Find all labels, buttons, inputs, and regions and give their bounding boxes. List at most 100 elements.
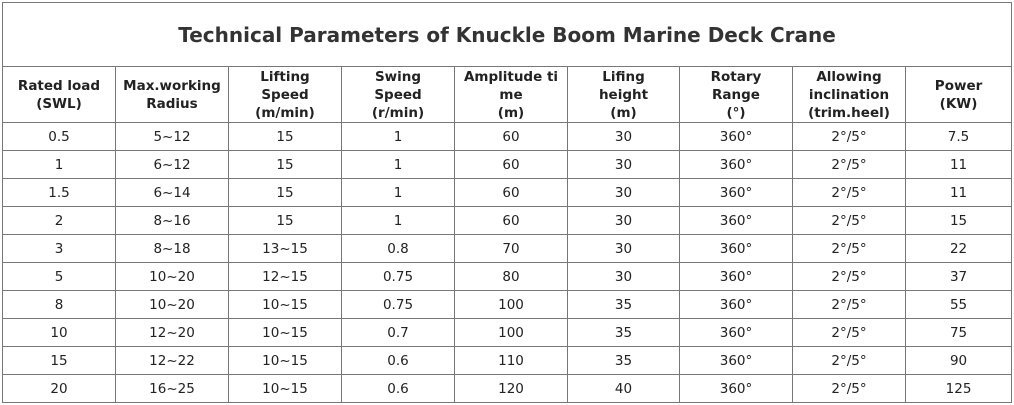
table-cell: 1	[341, 206, 455, 235]
column-header-line: Speed	[374, 86, 422, 103]
column-header-line: (KW)	[939, 95, 978, 112]
table-cell: 7.5	[904, 122, 1013, 151]
table-cell: 125	[904, 374, 1013, 403]
table-cell: 5~12	[115, 122, 229, 151]
table-cell: 10~15	[228, 290, 342, 319]
column-header-line: Speed	[261, 86, 309, 103]
table-cell: 360°	[679, 122, 793, 151]
table-cell: 15	[228, 122, 342, 151]
column-header: Swing Speed (r/min)	[341, 66, 455, 123]
table-cell: 100	[454, 318, 568, 347]
table-cell: 90	[904, 346, 1013, 375]
table-cell: 360°	[679, 346, 793, 375]
column-header: Amplitude ti me (m)	[454, 66, 568, 123]
table-row: 2 8~16 15 1 60 30 360° 2°/5° 15	[2, 206, 1013, 235]
column-header-line: Power	[934, 77, 983, 94]
table-cell: 2°/5°	[792, 206, 906, 235]
table-cell: 15	[228, 178, 342, 207]
column-header: Power (KW)	[904, 66, 1013, 123]
column-header-line: Range	[712, 86, 760, 103]
table-cell: 60	[454, 150, 568, 179]
table-cell: 360°	[679, 262, 793, 291]
table-cell: 60	[454, 206, 568, 235]
column-header-line: me	[499, 86, 523, 103]
table-cell: 70	[454, 234, 568, 263]
table-cell: 0.8	[341, 234, 455, 263]
table-cell: 0.7	[341, 318, 455, 347]
column-header-line: (r/min)	[371, 104, 425, 121]
table-cell: 30	[567, 206, 680, 235]
table-cell: 10	[2, 318, 116, 347]
column-header-line: Max.working	[123, 77, 221, 94]
table-cell: 11	[904, 150, 1013, 179]
table-cell: 16~25	[115, 374, 229, 403]
table-cell: 360°	[679, 178, 793, 207]
table-cell: 100	[454, 290, 568, 319]
table-cell: 0.75	[341, 290, 455, 319]
table-cell: 6~12	[115, 150, 229, 179]
table-cell: 360°	[679, 318, 793, 347]
column-header-line: Amplitude ti	[463, 68, 559, 85]
column-header: Max.working Radius	[115, 66, 229, 123]
column-header: Rated load (SWL)	[2, 66, 116, 123]
table-cell: 2°/5°	[792, 178, 906, 207]
table-cell: 55	[904, 290, 1013, 319]
table-cell: 360°	[679, 206, 793, 235]
table-cell: 30	[567, 122, 680, 151]
table-cell: 360°	[679, 290, 793, 319]
column-header-line: (m/min)	[255, 104, 315, 121]
table-cell: 1	[341, 178, 455, 207]
column-header: Allowing inclination (trim.heel)	[792, 66, 906, 123]
table-cell: 2°/5°	[792, 262, 906, 291]
column-header-line: Lifing	[602, 68, 645, 85]
table-cell: 15	[904, 206, 1013, 235]
table-row: 1 6~12 15 1 60 30 360° 2°/5° 11	[2, 150, 1013, 179]
table-row: 1.5 6~14 15 1 60 30 360° 2°/5° 11	[2, 178, 1013, 207]
column-header: Lifting Speed (m/min)	[228, 66, 342, 123]
table-cell: 13~15	[228, 234, 342, 263]
column-header-line: Swing	[374, 68, 422, 85]
column-header-line: (trim.heel)	[808, 104, 890, 121]
table-row: 15 12~22 10~15 0.6 110 35 360° 2°/5° 90	[2, 346, 1013, 375]
column-header-line: Allowing	[816, 68, 882, 85]
table-cell: 10~15	[228, 318, 342, 347]
table-cell: 10~20	[115, 262, 229, 291]
table-cell: 8~18	[115, 234, 229, 263]
table-cell: 15	[228, 150, 342, 179]
table-cell: 35	[567, 290, 680, 319]
table-cell: 35	[567, 346, 680, 375]
table-title: Technical Parameters of Knuckle Boom Mar…	[1, 2, 1013, 67]
table-cell: 20	[2, 374, 116, 403]
column-header-line: (m)	[610, 104, 637, 121]
table-cell: 10~20	[115, 290, 229, 319]
table-cell: 80	[454, 262, 568, 291]
table-cell: 10~15	[228, 374, 342, 403]
column-header-line: Radius	[146, 95, 198, 112]
table-row: 8 10~20 10~15 0.75 100 35 360° 2°/5° 55	[2, 290, 1013, 319]
table-cell: 3	[2, 234, 116, 263]
table-cell: 60	[454, 178, 568, 207]
table-cell: 8	[2, 290, 116, 319]
table-cell: 2°/5°	[792, 374, 906, 403]
column-header: Lifing height (m)	[567, 66, 680, 123]
table-cell: 1	[341, 150, 455, 179]
table-cell: 1	[2, 150, 116, 179]
table-cell: 30	[567, 178, 680, 207]
table-cell: 37	[904, 262, 1013, 291]
column-header-line: Rotary	[710, 68, 762, 85]
table-row: 5 10~20 12~15 0.75 80 30 360° 2°/5° 37	[2, 262, 1013, 291]
table-cell: 1	[341, 122, 455, 151]
table-cell: 22	[904, 234, 1013, 263]
table-cell: 11	[904, 178, 1013, 207]
table-cell: 2°/5°	[792, 346, 906, 375]
table-cell: 360°	[679, 374, 793, 403]
table-cell: 30	[567, 234, 680, 263]
table-cell: 6~14	[115, 178, 229, 207]
column-header-line: Rated load	[17, 77, 101, 94]
table-cell: 2°/5°	[792, 318, 906, 347]
table-cell: 15	[2, 346, 116, 375]
table-cell: 12~15	[228, 262, 342, 291]
table-cell: 35	[567, 318, 680, 347]
table-cell: 12~20	[115, 318, 229, 347]
